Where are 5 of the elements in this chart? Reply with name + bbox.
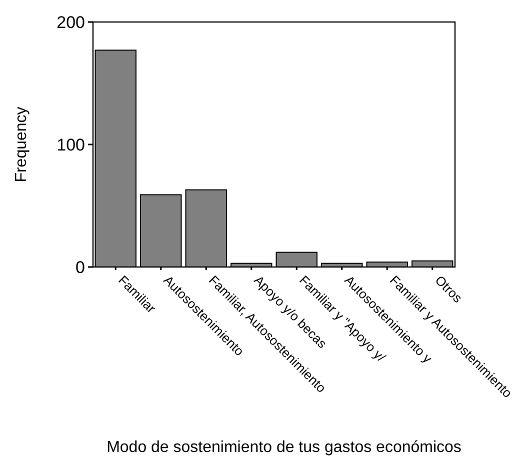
- y-tick-label: 0: [76, 258, 85, 277]
- x-axis-title: Modo de sostenimiento de tus gastos económicos: [106, 439, 462, 456]
- y-axis-title: Frequency: [13, 106, 30, 182]
- y-tick-label: 100: [56, 135, 85, 154]
- y-tick-label: 200: [56, 12, 85, 32]
